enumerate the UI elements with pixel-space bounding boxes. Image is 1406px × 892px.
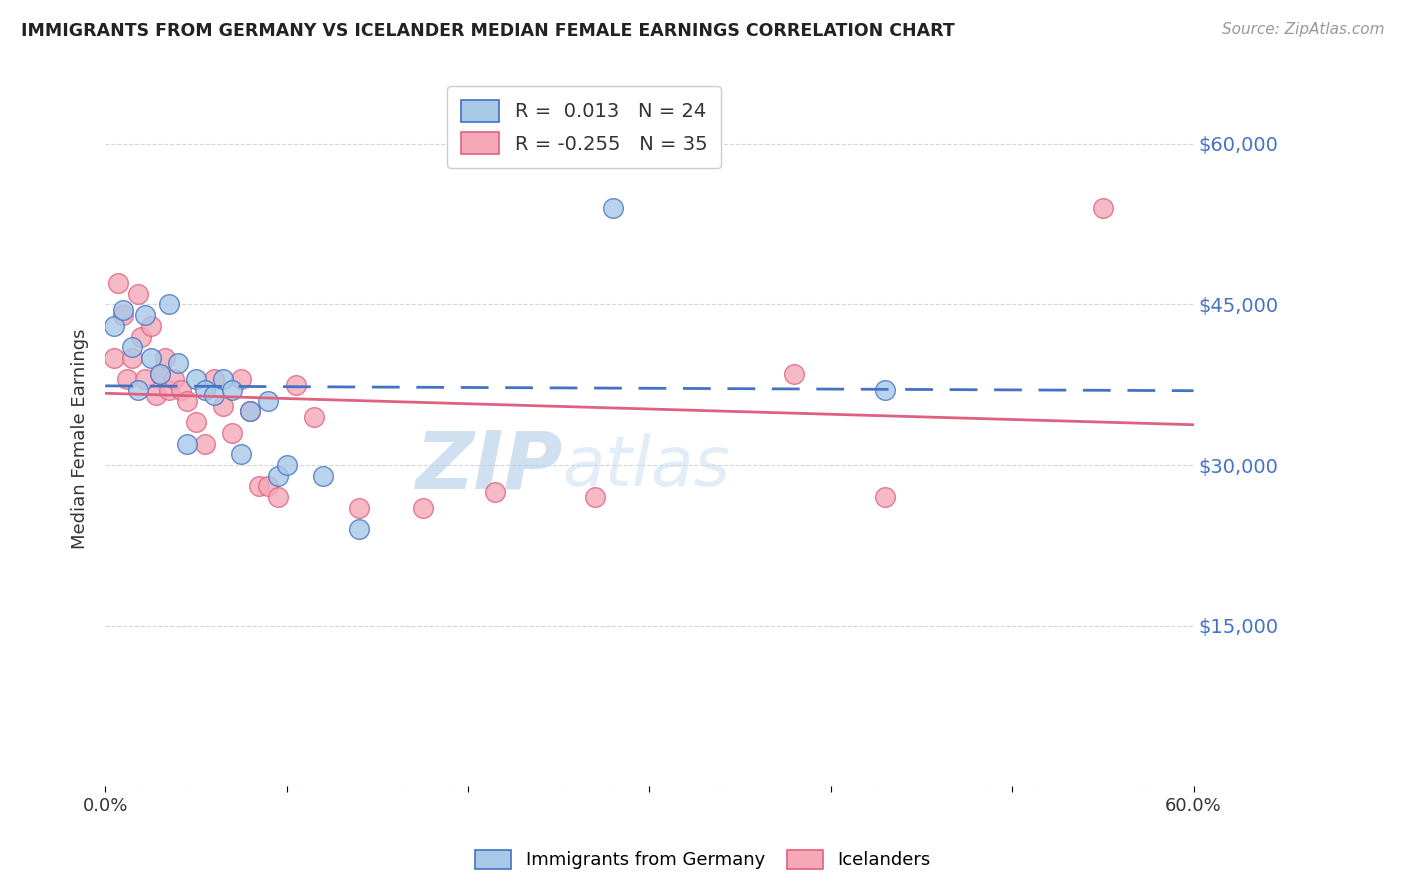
Point bbox=[131, 329, 153, 343]
Point bbox=[231, 447, 253, 461]
Point bbox=[153, 351, 176, 365]
Point bbox=[875, 490, 897, 504]
Point bbox=[103, 351, 125, 365]
Point bbox=[121, 340, 143, 354]
Point bbox=[412, 500, 434, 515]
Point bbox=[166, 356, 188, 370]
Point bbox=[176, 393, 198, 408]
Point bbox=[157, 383, 180, 397]
Point bbox=[107, 276, 129, 290]
Point bbox=[134, 372, 156, 386]
Point bbox=[112, 308, 135, 322]
Point bbox=[583, 490, 606, 504]
Text: ZIP: ZIP bbox=[415, 427, 562, 505]
Point bbox=[347, 500, 370, 515]
Point bbox=[221, 425, 243, 440]
Point bbox=[231, 372, 253, 386]
Point bbox=[783, 367, 806, 381]
Point bbox=[1091, 201, 1114, 215]
Point bbox=[184, 372, 207, 386]
Point bbox=[121, 351, 143, 365]
Point bbox=[247, 479, 270, 493]
Point bbox=[257, 393, 280, 408]
Point bbox=[212, 372, 235, 386]
Point bbox=[157, 297, 180, 311]
Point bbox=[112, 302, 135, 317]
Point bbox=[221, 383, 243, 397]
Point bbox=[170, 383, 193, 397]
Point bbox=[149, 367, 172, 381]
Point bbox=[484, 484, 506, 499]
Point bbox=[602, 201, 624, 215]
Point bbox=[163, 372, 186, 386]
Point bbox=[266, 468, 288, 483]
Point bbox=[145, 388, 167, 402]
Point bbox=[127, 286, 149, 301]
Point bbox=[127, 383, 149, 397]
Point bbox=[239, 404, 262, 418]
Point bbox=[134, 308, 156, 322]
Point bbox=[312, 468, 335, 483]
Point bbox=[115, 372, 138, 386]
Point bbox=[194, 436, 217, 450]
Text: IMMIGRANTS FROM GERMANY VS ICELANDER MEDIAN FEMALE EARNINGS CORRELATION CHART: IMMIGRANTS FROM GERMANY VS ICELANDER MED… bbox=[21, 22, 955, 40]
Point bbox=[239, 404, 262, 418]
Point bbox=[284, 377, 307, 392]
Point bbox=[139, 318, 162, 333]
Point bbox=[202, 372, 225, 386]
Point bbox=[347, 522, 370, 536]
Point bbox=[149, 367, 172, 381]
Text: Source: ZipAtlas.com: Source: ZipAtlas.com bbox=[1222, 22, 1385, 37]
Point bbox=[276, 458, 298, 472]
Point bbox=[184, 415, 207, 429]
Point bbox=[103, 318, 125, 333]
Legend: Immigrants from Germany, Icelanders: Immigrants from Germany, Icelanders bbox=[467, 841, 939, 879]
Point bbox=[302, 409, 325, 424]
Point bbox=[257, 479, 280, 493]
Point bbox=[176, 436, 198, 450]
Point bbox=[266, 490, 288, 504]
Text: atlas: atlas bbox=[562, 433, 730, 500]
Point bbox=[212, 399, 235, 413]
Point bbox=[875, 383, 897, 397]
Point bbox=[139, 351, 162, 365]
Y-axis label: Median Female Earnings: Median Female Earnings bbox=[72, 328, 89, 549]
Point bbox=[202, 388, 225, 402]
Legend: R =  0.013   N = 24, R = -0.255   N = 35: R = 0.013 N = 24, R = -0.255 N = 35 bbox=[447, 87, 721, 168]
Point bbox=[194, 383, 217, 397]
